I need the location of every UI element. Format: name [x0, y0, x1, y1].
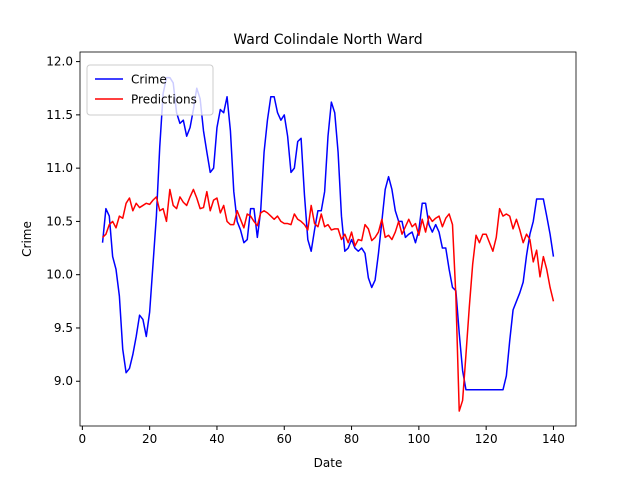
line-series	[101, 76, 555, 391]
x-tick-label: 0	[79, 432, 87, 446]
y-tick-label: 12.0	[46, 55, 73, 69]
x-tick-label: 140	[542, 432, 565, 446]
legend-label: Predictions	[131, 93, 197, 107]
line-series	[102, 188, 555, 412]
legend-label: Crime	[131, 73, 167, 87]
y-tick-label: 10.0	[46, 268, 73, 282]
y-tick-label: 11.5	[46, 108, 73, 122]
x-tick-label: 40	[209, 432, 224, 446]
x-tick-label: 60	[277, 432, 292, 446]
x-tick-label: 80	[344, 432, 359, 446]
x-tick-label: 20	[142, 432, 157, 446]
plot-frame	[79, 51, 577, 427]
y-tick-label: 9.0	[54, 374, 73, 388]
y-tick-label: 9.5	[54, 321, 73, 335]
legend-box	[86, 64, 214, 116]
x-tick-label: 120	[475, 432, 498, 446]
x-axis-label: Date	[314, 456, 343, 470]
chart-title: Ward Colindale North Ward	[233, 32, 422, 48]
x-tick-label: 100	[407, 432, 430, 446]
y-tick-label: 10.5	[46, 214, 73, 228]
y-axis-label: Crime	[20, 221, 34, 257]
y-tick-label: 11.0	[46, 161, 73, 175]
